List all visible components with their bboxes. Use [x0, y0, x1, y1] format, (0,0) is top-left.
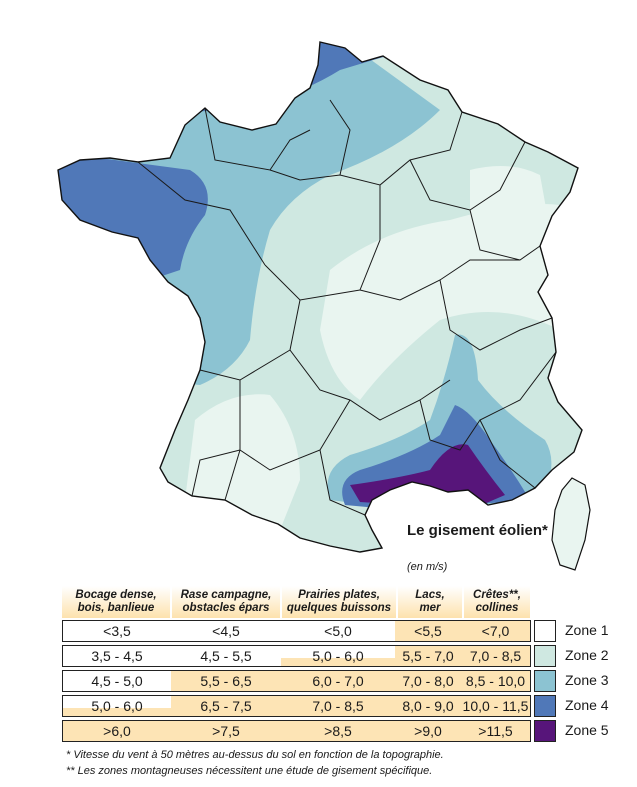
zone-1-swatch	[534, 620, 556, 642]
zone-2-label: Zone 2	[565, 647, 609, 663]
zone-3-swatch	[534, 670, 556, 692]
cell: >6,0	[63, 721, 171, 741]
cell: 8,0 - 9,0	[395, 696, 461, 716]
cell: 10,0 - 11,5	[461, 696, 530, 716]
cell: <3,5	[63, 621, 171, 641]
wind-zones	[0, 0, 637, 580]
cell: 7,0 - 8,5	[281, 696, 395, 716]
header-prairies: Prairies plates, quelques buissons	[282, 586, 396, 618]
cell: 6,5 - 7,5	[171, 696, 281, 716]
corsica	[552, 478, 590, 570]
cell: >9,0	[395, 721, 461, 741]
header-bocage: Bocage dense, bois, banlieue	[62, 586, 170, 618]
map-unit: (en m/s)	[407, 561, 447, 573]
table-row-zone-4: 5,0 - 6,0 6,5 - 7,5 7,0 - 8,5 8,0 - 9,0 …	[62, 695, 531, 717]
cell: 3,5 - 4,5	[63, 646, 171, 666]
header-cretes: Crêtes**, collines	[464, 586, 530, 618]
cell: 5,0 - 6,0	[281, 646, 395, 666]
cell: 8,5 - 10,0	[461, 671, 530, 691]
cell: >7,5	[171, 721, 281, 741]
cell: >11,5	[461, 721, 530, 741]
cell: >8,5	[281, 721, 395, 741]
cell: <5,0	[281, 621, 395, 641]
table-row-zone-2: 3,5 - 4,5 4,5 - 5,5 5,0 - 6,0 5,5 - 7,0 …	[62, 645, 531, 667]
zone-5-swatch	[534, 720, 556, 742]
table-row-zone-5: >6,0 >7,5 >8,5 >9,0 >11,5	[62, 720, 531, 742]
cell: <4,5	[171, 621, 281, 641]
zone-3-label: Zone 3	[565, 672, 609, 688]
cell: <7,0	[461, 621, 530, 641]
footnote-1: * Vitesse du vent à 50 mètres au-dessus …	[66, 749, 444, 761]
header-lacs: Lacs, mer	[398, 586, 462, 618]
cell: 5,5 - 6,5	[171, 671, 281, 691]
map-title: Le gisement éolien*	[407, 522, 548, 540]
cell: <5,5	[395, 621, 461, 641]
zone-5-label: Zone 5	[565, 722, 609, 738]
zone-2-swatch	[534, 645, 556, 667]
cell: 5,5 - 7,0	[395, 646, 461, 666]
zone-4-label: Zone 4	[565, 697, 609, 713]
cell: 7,0 - 8,0	[395, 671, 461, 691]
footnote-2: ** Les zones montagneuses nécessitent un…	[66, 765, 432, 777]
cell: 4,5 - 5,5	[171, 646, 281, 666]
cell: 7,0 - 8,5	[461, 646, 530, 666]
cell: 4,5 - 5,0	[63, 671, 171, 691]
zone-4-swatch	[534, 695, 556, 717]
header-rase-campagne: Rase campagne, obstacles épars	[172, 586, 280, 618]
cell: 5,0 - 6,0	[63, 696, 171, 716]
table-row-zone-1: <3,5 <4,5 <5,0 <5,5 <7,0	[62, 620, 531, 642]
cell: 6,0 - 7,0	[281, 671, 395, 691]
france-wind-map	[0, 0, 637, 580]
table-row-zone-3: 4,5 - 5,0 5,5 - 6,5 6,0 - 7,0 7,0 - 8,0 …	[62, 670, 531, 692]
zone-1-label: Zone 1	[565, 622, 609, 638]
